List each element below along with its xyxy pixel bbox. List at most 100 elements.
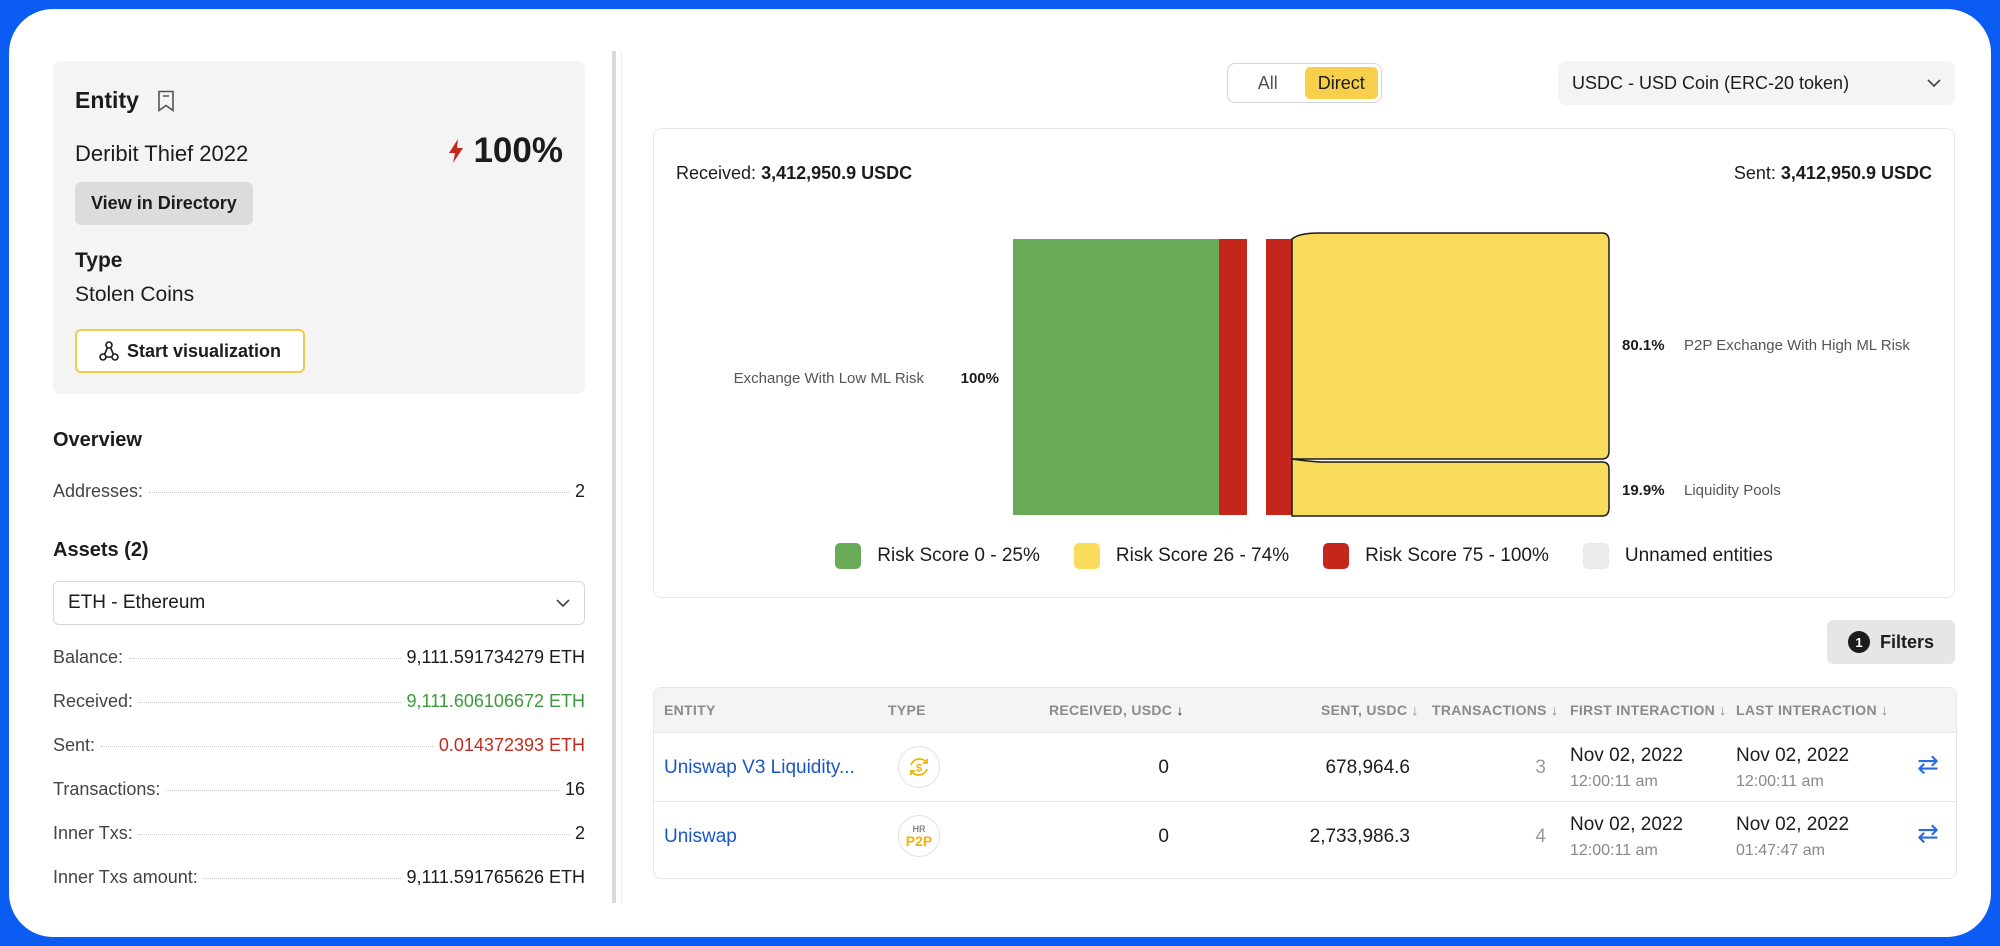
last-interaction-date: Nov 02, 2022	[1736, 814, 1850, 835]
last-interaction-time: 01:47:47 am	[1736, 842, 1825, 859]
incoming-entity-label: Exchange With Low ML Risk	[734, 370, 925, 387]
asset-dropdown-value: ETH - Ethereum	[68, 592, 206, 613]
col-sent-label: SENT, USDC	[1321, 702, 1408, 718]
col-first-label: FIRST INTERACTION	[1570, 702, 1716, 718]
legend-swatch-red	[1323, 543, 1350, 569]
table-row[interactable]: Uniswap HR P2P 0 2,733,986.3 4 Nov 02, 2…	[654, 801, 1956, 870]
entity-title: Entity	[75, 87, 139, 113]
legend-label-unnamed: Unnamed entities	[1624, 545, 1773, 566]
col-sent[interactable]: SENT, USDC ↓	[1321, 702, 1419, 718]
outgoing-pct-liquidity: 19.9%	[1622, 482, 1665, 499]
token-dropdown-value: USDC - USD Coin (ERC-20 token)	[1572, 72, 1850, 93]
received-label: Received:	[53, 691, 134, 711]
addresses-row: Addresses: 2	[53, 481, 585, 502]
flow-chart-card: Received: 3,412,950.9 USDC Sent: 3,412,9…	[653, 128, 1955, 598]
swap-arrows-icon[interactable]: ⇄	[1917, 818, 1939, 848]
received-total-value: 3,412,950.9 USDC	[761, 163, 913, 183]
hr-p2p-icon: HR P2P	[898, 815, 940, 857]
incoming-high-risk-bar	[1219, 239, 1247, 515]
filters-button[interactable]: 1 Filters	[1827, 620, 1955, 664]
balance-value: 9,111.591734279 ETH	[406, 647, 585, 667]
risk-legend: Risk Score 0 - 25% Risk Score 26 - 74% R…	[654, 543, 1954, 569]
inner-txs-amount-value: 9,111.591765626 ETH	[406, 867, 585, 887]
overview-title: Overview	[53, 429, 142, 451]
inner-txs-value: 2	[574, 823, 585, 843]
col-received[interactable]: RECEIVED, USDC ↓	[1049, 702, 1184, 718]
type-label: Type	[75, 249, 123, 272]
col-last-interaction[interactable]: LAST INTERACTION ↓	[1736, 702, 1888, 718]
sent-cell: 2,733,986.3	[1309, 826, 1410, 847]
panel-divider	[621, 51, 622, 903]
balance-label: Balance:	[53, 647, 124, 667]
outgoing-pct-p2p: 80.1%	[1622, 337, 1665, 354]
chevron-down-icon	[1927, 79, 1941, 87]
incoming-low-risk-bar	[1013, 239, 1219, 515]
transactions-cell: 4	[1535, 826, 1546, 847]
entity-table: ENTITY TYPE RECEIVED, USDC ↓ SENT, USDC …	[653, 687, 1957, 879]
col-type[interactable]: TYPE	[888, 702, 926, 718]
received-value: 9,111.606106672 ETH	[406, 691, 585, 711]
flow-p2p-exchange	[1291, 232, 1610, 460]
token-dropdown[interactable]: USDC - USD Coin (ERC-20 token)	[1558, 61, 1955, 105]
inner-txs-label: Inner Txs:	[53, 823, 133, 843]
asset-dropdown[interactable]: ETH - Ethereum	[53, 581, 585, 625]
legend-swatch-yellow	[1073, 543, 1100, 569]
table-row[interactable]: Uniswap V3 Liquidity... $ 0 678,964.6 3 …	[654, 732, 1956, 801]
inner-txs-row: Inner Txs: 2	[53, 823, 585, 844]
col-transactions[interactable]: TRANSACTIONS ↓	[1432, 702, 1558, 718]
balance-row: Balance: 9,111.591734279 ETH	[53, 647, 585, 668]
view-in-directory-button[interactable]: View in Directory	[75, 182, 253, 225]
addresses-label: Addresses:	[53, 481, 144, 501]
panel-resize-handle[interactable]	[612, 51, 616, 903]
chevron-down-icon	[556, 599, 570, 607]
sankey-diagram: Exchange With Low ML Risk 100% 80.1% P2P…	[734, 232, 1910, 517]
sent-row: Sent: 0.014372393 ETH	[53, 735, 585, 756]
toggle-all[interactable]: All	[1257, 72, 1278, 93]
sent-label: Sent:	[53, 735, 96, 755]
entity-link[interactable]: Uniswap V3 Liquidity...	[664, 757, 855, 778]
received-row: Received: 9,111.606106672 ETH	[53, 691, 585, 712]
bookmark-icon[interactable]	[157, 90, 175, 112]
inner-txs-amount-label: Inner Txs amount:	[53, 867, 198, 887]
risk-score-value: 100%	[473, 131, 563, 170]
sort-arrow-icon: ↓	[1719, 702, 1727, 718]
legend-item-high: Risk Score 75 - 100%	[1323, 543, 1549, 569]
toggle-direct[interactable]: Direct	[1304, 67, 1378, 99]
legend-item-medium: Risk Score 26 - 74%	[1073, 543, 1290, 569]
col-received-label: RECEIVED, USDC	[1049, 702, 1173, 718]
col-last-label: LAST INTERACTION	[1736, 702, 1877, 718]
col-entity[interactable]: ENTITY	[664, 702, 716, 718]
flow-liquidity-pools	[1291, 458, 1610, 517]
first-interaction-time: 12:00:11 am	[1570, 842, 1658, 859]
legend-label-medium: Risk Score 26 - 74%	[1115, 545, 1290, 566]
lightning-icon	[449, 139, 464, 163]
start-visualization-label: Start visualization	[126, 340, 282, 361]
legend-item-low: Risk Score 0 - 25%	[835, 543, 1040, 569]
sent-total-value: 3,412,950.9 USDC	[1780, 163, 1932, 183]
entity-link[interactable]: Uniswap	[664, 826, 737, 847]
all-direct-toggle: All Direct	[1227, 63, 1382, 103]
app-frame: Entity Deribit Thief 2022 100% View in D…	[9, 9, 1991, 937]
type-badge-top: HR	[912, 823, 926, 834]
first-interaction-date: Nov 02, 2022	[1570, 745, 1684, 766]
received-total: Received: 3,412,950.9 USDC	[676, 163, 912, 184]
start-visualization-button[interactable]: Start visualization	[75, 329, 305, 373]
col-first-interaction[interactable]: FIRST INTERACTION ↓	[1570, 702, 1727, 718]
inner-txs-amount-row: Inner Txs amount: 9,111.591765626 ETH	[53, 867, 585, 888]
dollar-swap-icon: $	[898, 746, 940, 788]
table-header: ENTITY TYPE RECEIVED, USDC ↓ SENT, USDC …	[654, 688, 1956, 732]
legend-swatch-gray	[1582, 543, 1609, 569]
swap-arrows-icon[interactable]: ⇄	[1917, 749, 1939, 779]
entity-card: Entity Deribit Thief 2022 100% View in D…	[53, 61, 585, 394]
outgoing-high-risk-bar	[1266, 239, 1292, 515]
incoming-pct: 100%	[961, 370, 999, 387]
assets-title: Assets (2)	[53, 539, 149, 561]
sent-total: Sent: 3,412,950.9 USDC	[1734, 163, 1932, 184]
sent-total-label: Sent:	[1733, 163, 1776, 183]
type-value: Stolen Coins	[75, 283, 195, 306]
last-interaction-date: Nov 02, 2022	[1736, 745, 1850, 766]
transactions-label: Transactions:	[53, 779, 161, 799]
received-total-label: Received:	[676, 163, 757, 183]
first-interaction-date: Nov 02, 2022	[1570, 814, 1684, 835]
outgoing-label-p2p: P2P Exchange With High ML Risk	[1684, 337, 1910, 354]
